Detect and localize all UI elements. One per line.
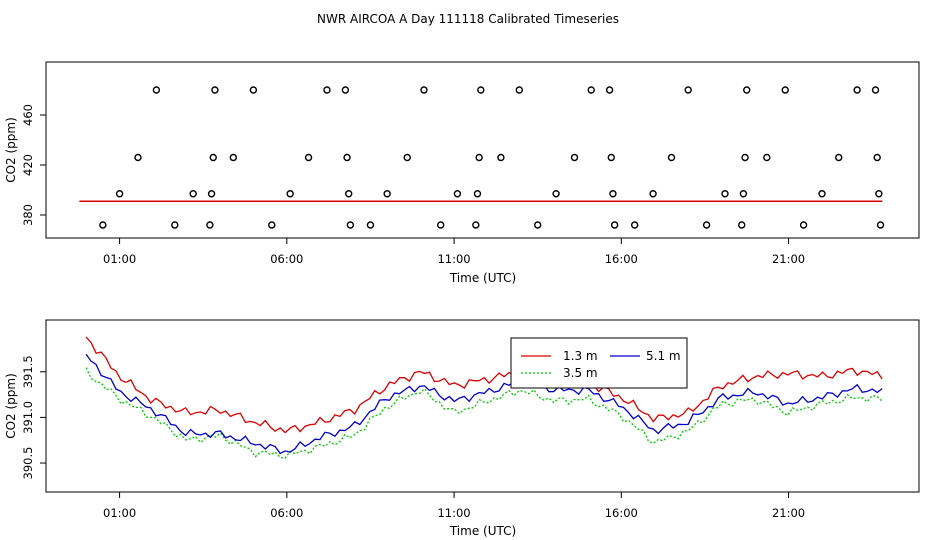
outlier-point — [738, 221, 746, 229]
outlier-point — [345, 190, 353, 198]
outlier-point — [383, 190, 391, 198]
bottom-x-tick-label: 11:00 — [437, 506, 470, 520]
outlier-point — [609, 190, 617, 198]
bottom-x-tick-label: 01:00 — [103, 506, 136, 520]
outlier-point — [610, 221, 619, 229]
top-y-tick-label: 380 — [21, 204, 35, 226]
outlier-point — [649, 190, 657, 198]
top-y-tick-label: 460 — [21, 104, 35, 126]
top-y-label: CO2 (ppm) — [4, 117, 18, 183]
outlier-point — [497, 153, 505, 162]
outlier-point — [403, 153, 411, 162]
outlier-point — [209, 153, 217, 162]
outlier-point — [743, 86, 751, 94]
outlier-point — [781, 86, 789, 94]
outlier-point — [420, 86, 428, 94]
top-panel: 01:00 06:00 11:00 16:00 21:00 380 420 460 Time… — [4, 61, 920, 285]
bottom-y-tick-label: 391.5 — [21, 355, 35, 388]
outlier-point — [587, 86, 595, 94]
outlier-point — [605, 86, 614, 94]
outlier-point — [477, 86, 485, 94]
outlier-point — [475, 153, 483, 162]
outlier-point — [472, 221, 480, 229]
outlier-point — [249, 86, 258, 94]
bottom-x-tick-label: 21:00 — [772, 506, 805, 520]
outlier-point — [871, 86, 880, 94]
outlier-point — [323, 86, 331, 94]
outlier-point — [211, 86, 219, 94]
outlier-point — [835, 153, 843, 162]
outlier-point — [304, 153, 313, 162]
outlier-point — [134, 153, 142, 162]
outlier-point — [189, 190, 197, 198]
bottom-x-tick-label: 16:00 — [605, 506, 638, 520]
bottom-plot-frame — [45, 319, 920, 493]
outlier-point — [873, 153, 881, 162]
top-y-tick-label: 420 — [21, 154, 35, 176]
outlier-point — [702, 221, 711, 229]
series-line-1-3-m — [85, 336, 883, 434]
outlier-point — [818, 190, 826, 198]
outlier-point — [630, 221, 639, 229]
outlier-point — [171, 221, 179, 229]
outlier-point — [229, 153, 238, 162]
top-x-label: Time (UTC) — [449, 271, 516, 285]
legend-label-3-5m: 3.5 m — [563, 366, 598, 380]
outlier-point — [473, 190, 482, 198]
outlier-point — [115, 190, 124, 198]
bottom-x-label: Time (UTC) — [449, 524, 516, 538]
series-line-5-1-m — [85, 353, 883, 455]
outlier-point — [346, 221, 355, 229]
outlier-point — [853, 86, 861, 94]
bottom-y-tick-label: 391.0 — [21, 401, 35, 434]
outlier-point — [607, 153, 615, 162]
legend: 1.3 m 3.5 m 5.1 m — [510, 337, 688, 389]
top-x-tick-label: 06:00 — [270, 252, 303, 266]
bottom-series-lines — [85, 336, 883, 459]
outlier-point — [515, 86, 523, 94]
top-x-axis: 01:00 06:00 11:00 16:00 21:00 — [103, 237, 805, 266]
outlier-point — [341, 86, 350, 94]
top-x-tick-label: 21:00 — [772, 252, 805, 266]
bottom-panel: 01:00 06:00 11:00 16:00 21:00 390.5 391.0 391.… — [4, 319, 920, 538]
bottom-y-label: CO2 (ppm) — [4, 373, 18, 439]
outlier-point — [570, 153, 579, 162]
legend-label-1-3m: 1.3 m — [563, 349, 598, 363]
outlier-point — [721, 190, 729, 198]
outlier-point — [286, 190, 294, 198]
legend-label-5-1m: 5.1 m — [646, 349, 681, 363]
outlier-point — [684, 86, 692, 94]
outlier-point — [268, 221, 276, 229]
outlier-point — [875, 190, 883, 198]
outlier-point — [741, 153, 749, 162]
series-line-3-5-m — [85, 367, 883, 459]
outlier-point — [799, 221, 808, 229]
top-x-tick-label: 01:00 — [103, 252, 136, 266]
bottom-x-tick-label: 06:00 — [270, 506, 303, 520]
outlier-point — [207, 190, 216, 198]
outlier-point — [763, 153, 771, 162]
outlier-point — [453, 190, 462, 198]
outlier-point — [99, 221, 107, 229]
outlier-point — [436, 221, 445, 229]
outlier-point — [206, 221, 214, 229]
bottom-x-axis: 01:00 06:00 11:00 16:00 21:00 — [103, 491, 805, 520]
outlier-point — [366, 221, 375, 229]
bottom-y-axis: 390.5 391.0 391.5 — [21, 355, 47, 480]
top-outlier-points — [99, 86, 885, 229]
outlier-point — [533, 221, 542, 229]
top-x-tick-label: 16:00 — [605, 252, 638, 266]
outlier-point — [739, 190, 748, 198]
outlier-point — [876, 221, 885, 229]
figure-title: NWR AIRCOA A Day 111118 Calibrated Times… — [317, 12, 619, 26]
outlier-point — [552, 190, 560, 198]
legend-box — [510, 337, 688, 389]
top-x-tick-label: 11:00 — [437, 252, 470, 266]
outlier-point — [152, 86, 161, 94]
bottom-y-tick-label: 390.5 — [21, 447, 35, 480]
outlier-point — [343, 153, 351, 162]
top-y-axis: 380 420 460 — [21, 104, 47, 226]
outlier-point — [667, 153, 676, 162]
